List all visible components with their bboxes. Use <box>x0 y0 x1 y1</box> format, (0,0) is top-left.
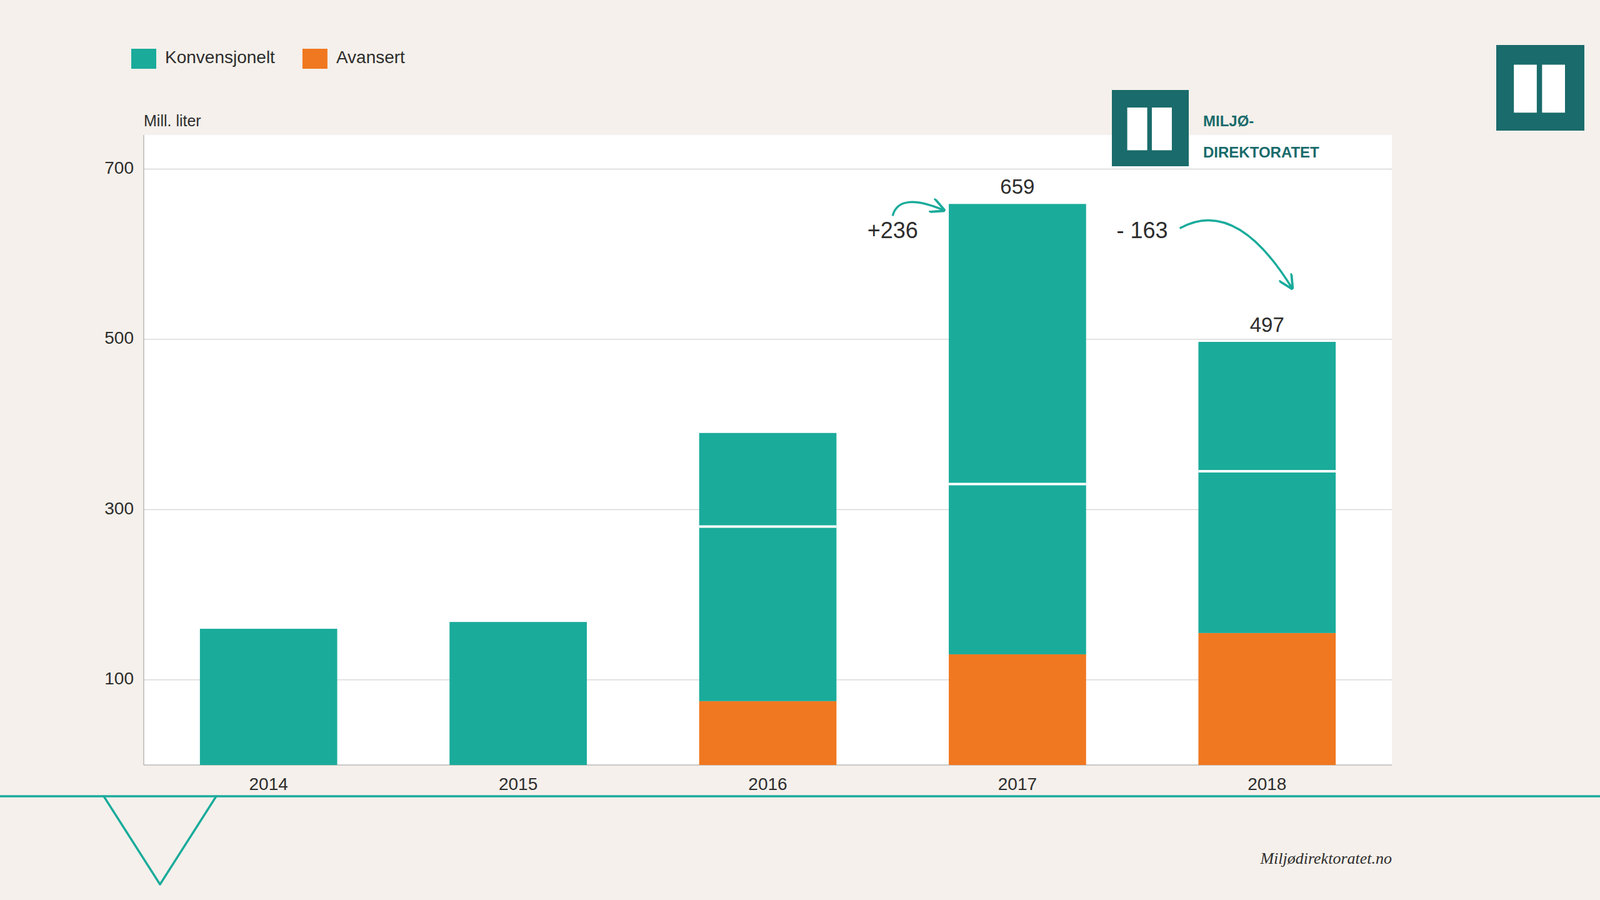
x-tick-label: 2014 <box>249 774 289 794</box>
grid-line <box>143 168 1392 170</box>
bar-segment <box>948 203 1087 655</box>
y-tick-label: 300 <box>104 498 134 519</box>
legend-swatch <box>302 48 328 69</box>
legend-label: Avansert <box>336 47 405 67</box>
plot-background <box>143 135 1392 765</box>
logo-page <box>1513 65 1537 114</box>
bar-segment <box>699 433 837 702</box>
footer: Miljødirektoratet.no <box>1259 849 1392 868</box>
x-tick-label: 2015 <box>498 774 538 794</box>
logo-icon <box>1111 90 1189 167</box>
y-axis-label: Mill. liter <box>143 111 202 130</box>
logo-page <box>1127 107 1148 150</box>
bar-segment <box>948 654 1087 765</box>
bar-segment <box>699 701 837 765</box>
y-tick-label: 500 <box>104 328 134 348</box>
footer-line <box>0 795 1600 797</box>
bars <box>200 203 1336 765</box>
divider-line <box>948 482 1087 485</box>
bar-segment <box>200 628 338 765</box>
annotation-arrow <box>1180 220 1293 289</box>
logo-square <box>1496 45 1585 131</box>
bar-segment <box>1198 341 1336 634</box>
bar-segment <box>1198 633 1336 765</box>
y-tick-label: 700 <box>104 158 134 178</box>
logo-text: DIREKTORATET <box>1203 143 1320 161</box>
bar-segment <box>449 621 587 765</box>
logo-text: MILJØ- <box>1203 112 1254 130</box>
logo-page <box>1541 65 1565 114</box>
grid-line <box>143 338 1392 340</box>
chart: 100 300 500 700 Mill. liter 2014 2015 2016 2017 2… <box>0 0 1600 900</box>
legend-label: Konvensjonelt <box>165 47 275 67</box>
y-tick-label: 100 <box>104 668 134 689</box>
x-tick-label: 2018 <box>1247 774 1287 794</box>
logo-square <box>1111 90 1189 167</box>
footer-chevron <box>103 796 217 885</box>
divider-line <box>699 525 837 529</box>
divider-line <box>1198 470 1336 473</box>
logo-page <box>1151 107 1172 150</box>
total-label: 497 <box>1250 313 1285 337</box>
change-annotation: +236 <box>867 217 919 244</box>
page-background <box>0 0 1600 900</box>
annotation-arrow <box>892 201 944 216</box>
change-annotation: - 163 <box>1116 217 1169 244</box>
x-tick-label: 2016 <box>748 774 787 794</box>
corner-icon <box>1496 45 1585 131</box>
y-axis-line <box>143 135 145 765</box>
total-label: 659 <box>1000 175 1035 199</box>
legend-swatch <box>131 48 157 69</box>
x-tick-label: 2017 <box>998 774 1037 794</box>
